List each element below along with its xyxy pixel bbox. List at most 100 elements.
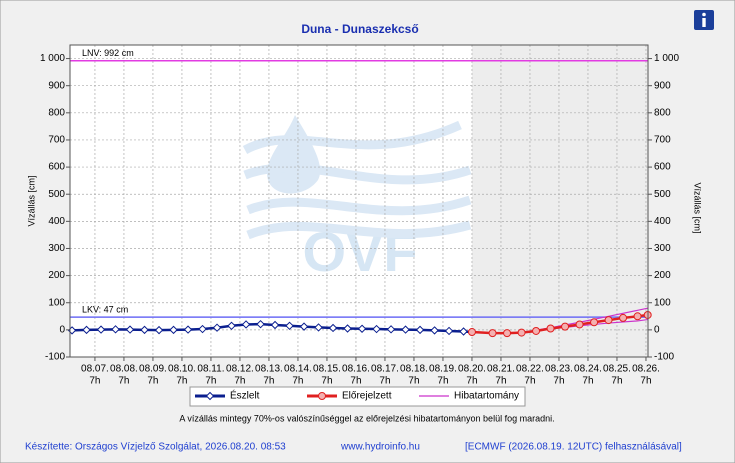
x-tick-label: 08.19. (429, 364, 457, 375)
point (575, 320, 584, 329)
x-tick-label: 08.12. (226, 364, 254, 375)
y2-tick-label: 200 (654, 270, 671, 281)
legend-label: Észlelt (230, 389, 260, 402)
info-stem (702, 18, 706, 27)
point (227, 321, 236, 331)
x-tick-label: 08.10. (168, 364, 196, 375)
footer-url[interactable]: www.hydroinfo.hu (340, 442, 420, 453)
legend-box (189, 386, 526, 407)
x-tick-time: 7h (611, 376, 622, 387)
x-tick-time: 7h (263, 376, 274, 387)
point (111, 325, 120, 334)
y-tick-label: 100 (48, 297, 65, 308)
y2-tick-label: 300 (654, 243, 671, 254)
point (241, 320, 251, 329)
point (357, 324, 367, 333)
y-tick-label: 700 (48, 135, 65, 146)
x-tick-label: 08.17. (371, 364, 399, 375)
point (459, 327, 468, 336)
legend: Észlelt Előrejelzett Hibatartomány (189, 386, 526, 407)
x-tick-label: 08.08. (110, 364, 138, 375)
y-tick-label: -100 (45, 352, 65, 363)
watermark-wave (242, 120, 462, 155)
legend-marker (205, 391, 215, 401)
point (619, 313, 628, 322)
x-tick-label: 08.18. (400, 364, 428, 375)
x-tick-time: 7h (176, 376, 187, 387)
y-tick-label: 1 000 (40, 53, 65, 64)
point (386, 325, 396, 334)
x-tick-label: 08.26. (632, 364, 660, 375)
y-tick-label: 200 (48, 270, 65, 281)
point (401, 325, 410, 334)
x-tick-label: 08.25. (603, 364, 631, 375)
x-tick-time: 7h (350, 376, 361, 387)
chart-title: Duna - Dunaszekcső (301, 22, 418, 36)
legend-marker (318, 392, 326, 400)
y2-tick-label: 500 (654, 189, 671, 200)
x-tick-label: 08.11. (197, 364, 224, 375)
x-tick-time: 7h (553, 376, 564, 387)
point (198, 324, 207, 334)
x-tick-time: 7h (379, 376, 390, 387)
x-tick-label: 08.21. (487, 364, 515, 375)
legend-label: Előrejelzett (342, 391, 392, 402)
legend-label: Hibatartomány (454, 391, 519, 402)
x-tick-time: 7h (292, 376, 303, 387)
y-tick-label: 400 (48, 216, 65, 227)
point (633, 312, 642, 321)
point (125, 325, 135, 334)
reference-label: LNV: 992 cm (82, 48, 134, 58)
y-tick-label: 900 (48, 80, 65, 91)
footer-author: Készítette: Országos Vízjelző Szolgálat,… (25, 442, 286, 453)
x-tick-time: 7h (118, 376, 129, 387)
y2-tick-label: 100 (654, 297, 671, 308)
info-icon[interactable] (694, 10, 714, 30)
point (467, 328, 476, 337)
point (561, 322, 570, 331)
y-tick-label: 600 (48, 162, 65, 173)
watermark-wave (243, 163, 472, 185)
y-tick-label: 300 (48, 243, 65, 254)
info-dot (702, 12, 706, 17)
point (430, 326, 439, 335)
watermark-drop (267, 115, 321, 194)
x-tick-label: 08.16. (342, 364, 370, 375)
x-tick-time: 7h (582, 376, 593, 387)
y2-tick-label: -100 (654, 352, 674, 363)
x-tick-label: 08.15. (313, 364, 341, 375)
point (590, 318, 599, 327)
x-tick-label: 08.14. (284, 364, 312, 375)
y2-tick-label: 700 (654, 135, 671, 146)
x-tick-label: 08.20. (458, 364, 486, 375)
x-tick-time: 7h (466, 376, 477, 387)
point (372, 324, 381, 334)
y2-tick-label: 0 (654, 325, 660, 336)
point (169, 325, 178, 335)
y2-tick-label: 1 000 (654, 53, 679, 64)
x-tick-label: 08.22. (516, 364, 544, 375)
x-tick-label: 08.13. (255, 364, 283, 375)
point (256, 319, 265, 329)
x-tick-label: 08.23. (545, 364, 573, 375)
x-tick-time: 7h (321, 376, 332, 387)
y-tick-label: 800 (48, 107, 65, 118)
point (604, 316, 613, 325)
point (96, 325, 106, 334)
x-tick-time: 7h (437, 376, 448, 387)
x-tick-label: 08.24. (574, 364, 602, 375)
x-tick-label: 08.07. (81, 364, 109, 375)
x-tick-time: 7h (408, 376, 419, 387)
x-tick-label: 08.09. (139, 364, 167, 375)
point (270, 320, 280, 330)
y-tick-label: 500 (48, 189, 65, 200)
point (212, 323, 222, 332)
y2-tick-label: 800 (654, 107, 671, 118)
x-tick-time: 7h (640, 376, 651, 387)
forecast-region (471, 45, 648, 357)
point (517, 328, 526, 337)
point (488, 329, 497, 338)
point (183, 325, 193, 334)
